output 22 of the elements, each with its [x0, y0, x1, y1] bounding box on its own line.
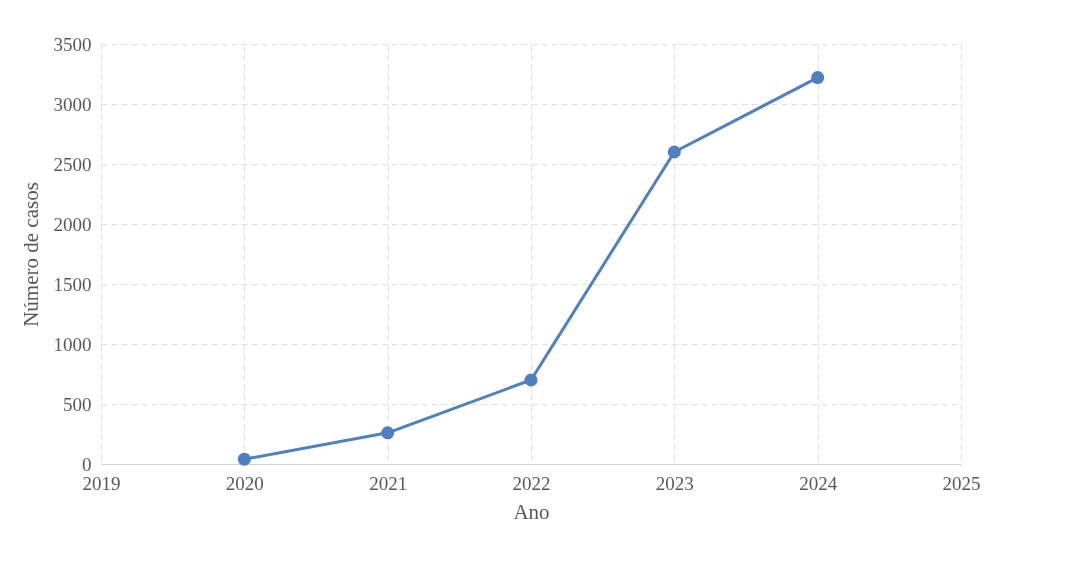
point — [667, 145, 681, 159]
point — [811, 71, 825, 85]
y-tick-label: 2500 — [53, 153, 92, 175]
x-axis-title: Ano — [513, 499, 550, 524]
y-tick-label: 3000 — [53, 93, 92, 115]
point — [237, 452, 251, 466]
x-tick-label: 2020 — [225, 472, 264, 494]
x-tick-label: 2022 — [512, 472, 551, 494]
y-tick-label: 500 — [63, 393, 92, 415]
y-tick-label: 3500 — [53, 33, 92, 55]
y-tick-label: 1500 — [53, 273, 92, 295]
y-axis-title: Número de casos — [18, 182, 43, 327]
x-tick-label: 2021 — [369, 472, 408, 494]
y-tick-label: 0 — [82, 453, 92, 475]
point — [524, 373, 538, 387]
y-tick-label: 1000 — [53, 333, 92, 355]
x-tick-label: 2023 — [655, 472, 694, 494]
y-tick-label: 2000 — [53, 213, 92, 235]
x-tick-label: 2024 — [799, 472, 838, 494]
x-tick-label: 2019 — [82, 472, 121, 494]
x-tick-label: 2025 — [942, 472, 981, 494]
point — [381, 426, 395, 440]
